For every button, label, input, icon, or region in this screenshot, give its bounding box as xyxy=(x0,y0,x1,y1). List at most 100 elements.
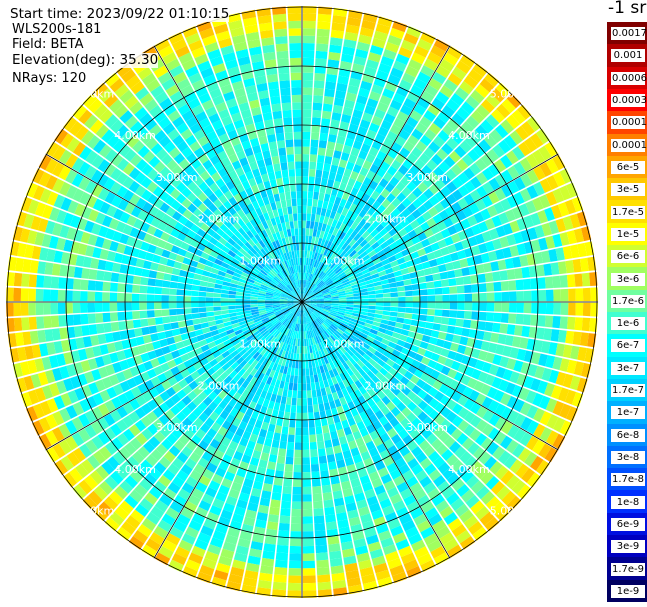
ray-bin xyxy=(344,562,359,573)
ray-bin xyxy=(246,263,254,270)
ray-bin xyxy=(105,228,116,240)
ray-bin xyxy=(564,389,577,405)
ray-bin xyxy=(314,522,326,531)
ray-bin xyxy=(516,302,524,313)
ray-bin xyxy=(280,271,286,278)
ray-bin xyxy=(383,293,391,298)
ray-bin xyxy=(266,430,274,440)
ray-bin xyxy=(84,180,97,194)
ray-bin xyxy=(517,484,532,500)
ray-bin xyxy=(326,528,339,538)
ray-bin xyxy=(347,509,359,519)
ray-bin xyxy=(187,494,201,507)
ray-bin xyxy=(242,268,251,275)
ray-bin xyxy=(302,87,313,96)
ray-bin xyxy=(308,315,312,323)
ray-bin xyxy=(302,94,313,103)
ray-bin xyxy=(427,302,436,309)
ray-bin xyxy=(164,421,176,433)
ray-bin xyxy=(272,589,286,598)
ray-bin xyxy=(289,553,302,561)
ray-bin xyxy=(332,490,343,500)
ray-bin xyxy=(53,395,66,410)
ray-bin xyxy=(119,264,129,274)
ray-bin xyxy=(302,590,317,598)
ray-bin xyxy=(103,271,112,282)
ray-bin xyxy=(140,176,153,189)
ray-bin xyxy=(312,397,318,405)
ray-bin xyxy=(221,289,229,294)
ray-bin xyxy=(58,277,67,289)
ray-bin xyxy=(280,296,288,299)
ray-bin xyxy=(307,353,312,361)
ray-bin xyxy=(244,447,254,457)
ray-bin xyxy=(247,346,255,355)
ray-bin xyxy=(270,269,278,276)
ray-bin xyxy=(199,564,215,577)
ray-bin xyxy=(287,304,296,308)
ray-bin xyxy=(59,408,71,423)
ray-bin xyxy=(166,259,176,268)
ray-bin xyxy=(328,423,337,433)
ray-bin xyxy=(66,265,76,278)
ray-bin xyxy=(213,310,222,316)
ray-bin xyxy=(530,314,539,326)
ray-bin xyxy=(283,343,289,352)
ray-bin xyxy=(274,321,281,329)
ray-bin xyxy=(278,315,285,321)
ray-bin xyxy=(276,544,289,554)
ray-bin xyxy=(419,476,432,488)
ray-bin xyxy=(344,341,352,349)
ray-bin xyxy=(412,290,421,296)
ray-bin xyxy=(332,104,343,114)
ray-bin xyxy=(242,233,251,242)
ray-bin xyxy=(199,423,211,434)
ray-bin xyxy=(223,277,232,283)
ray-bin xyxy=(104,114,119,129)
ray-bin xyxy=(251,359,259,368)
ray-bin xyxy=(316,318,322,325)
ray-bin xyxy=(251,236,259,245)
ray-bin xyxy=(500,435,513,450)
ray-bin xyxy=(319,380,325,389)
ray-bin xyxy=(334,452,344,462)
ray-bin xyxy=(434,391,445,402)
ray-bin xyxy=(104,517,120,532)
ray-bin xyxy=(403,342,413,350)
ray-bin xyxy=(84,424,97,439)
ray-bin xyxy=(92,450,106,465)
ray-bin xyxy=(259,405,268,415)
ray-bin xyxy=(530,455,544,471)
ray-bin xyxy=(350,407,359,417)
ray-bin xyxy=(241,371,250,380)
ray-bin xyxy=(94,302,103,313)
ray-bin xyxy=(292,353,297,361)
ray-bin xyxy=(69,468,83,483)
ray-bin xyxy=(451,524,467,538)
ray-bin xyxy=(288,35,302,44)
ray-bin xyxy=(233,242,242,251)
ray-bin xyxy=(451,459,464,472)
ray-bin xyxy=(263,265,271,273)
ray-bin xyxy=(26,182,38,198)
ray-bin xyxy=(208,320,217,327)
ray-bin xyxy=(206,311,215,317)
ray-bin xyxy=(404,285,413,291)
ray-bin xyxy=(469,402,482,415)
ray-bin xyxy=(362,434,373,444)
ray-bin xyxy=(466,475,480,489)
ray-bin xyxy=(81,268,90,279)
ray-bin xyxy=(494,302,502,312)
ray-bin xyxy=(442,302,450,310)
ray-bin xyxy=(236,288,245,293)
ray-bin xyxy=(170,393,181,405)
ray-bin xyxy=(316,326,323,334)
ray-bin xyxy=(552,433,566,450)
ray-bin xyxy=(75,255,85,267)
ray-bin xyxy=(264,536,277,545)
ray-bin xyxy=(216,274,225,281)
ray-bin xyxy=(344,311,353,316)
ray-bin xyxy=(37,218,49,233)
ray-bin xyxy=(484,517,500,532)
ray-bin xyxy=(153,480,167,494)
